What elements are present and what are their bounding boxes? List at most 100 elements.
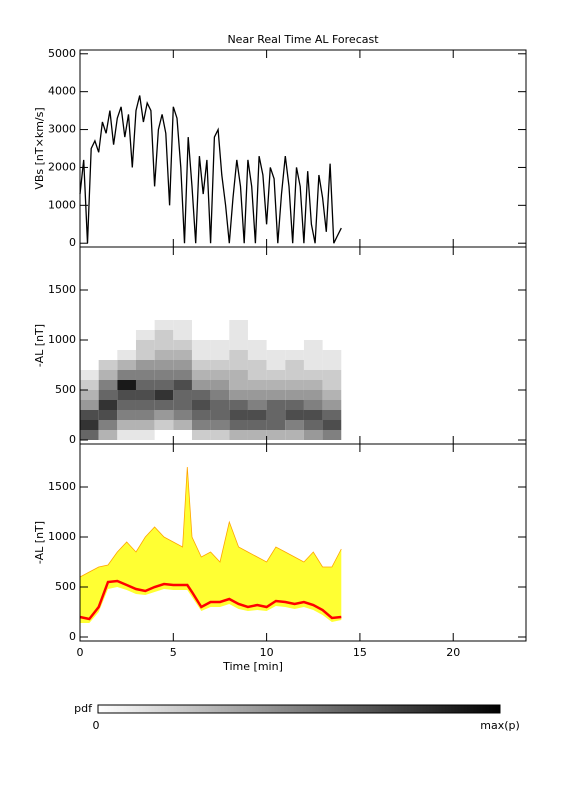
pdf-cell xyxy=(98,390,118,400)
x-axis-label: Time [min] xyxy=(222,660,283,673)
pdf-cell xyxy=(173,350,192,360)
y-tick-label: 500 xyxy=(55,383,76,396)
pdf-cell xyxy=(303,370,323,380)
pdf-cell xyxy=(247,420,267,430)
pdf-cell xyxy=(154,410,174,420)
pdf-cell xyxy=(135,390,155,400)
y-tick-label: 1000 xyxy=(48,333,76,346)
pdf-cell xyxy=(210,350,230,360)
pdf-cell xyxy=(135,380,155,390)
pdf-cell xyxy=(135,360,155,370)
pdf-cell xyxy=(135,430,155,440)
pdf-cell xyxy=(191,380,211,390)
median-line xyxy=(79,579,342,621)
pdf-cell xyxy=(154,370,174,380)
pdf-cell xyxy=(266,430,286,440)
pdf-cell xyxy=(266,400,286,410)
pdf-cell xyxy=(303,380,323,390)
pdf-cell xyxy=(173,340,192,350)
pdf-cell xyxy=(80,410,99,420)
pdf-cell xyxy=(135,410,155,420)
pdf-cell xyxy=(285,350,304,360)
pdf-cell xyxy=(191,340,211,350)
pdf-cell xyxy=(229,410,248,420)
pdf-cell xyxy=(303,420,323,430)
pdf-cell xyxy=(229,370,248,380)
pdf-cell xyxy=(303,390,323,400)
pdf-cell xyxy=(229,390,248,400)
pdf-cell xyxy=(117,360,136,370)
pdf-cell xyxy=(247,370,267,380)
pdf-cell xyxy=(303,350,323,360)
y-tick-label: 1000 xyxy=(48,198,76,211)
y-tick-label: 1500 xyxy=(48,480,76,493)
x-tick-label: 0 xyxy=(77,646,84,659)
pdf-cell xyxy=(117,380,136,390)
pdf-cell xyxy=(210,430,230,440)
colorbar-min: 0 xyxy=(93,719,100,732)
y-tick-label: 5000 xyxy=(48,47,76,60)
pdf-cell xyxy=(303,430,323,440)
y-axis-label: VBs [nT×km/s] xyxy=(33,107,46,189)
pdf-cell xyxy=(229,320,248,330)
pdf-cell xyxy=(173,360,192,370)
pdf-cell xyxy=(98,370,118,380)
pdf-cell xyxy=(80,380,99,390)
pdf-cell xyxy=(191,420,211,430)
pdf-cell xyxy=(229,430,248,440)
pdf-cell xyxy=(210,380,230,390)
y-tick-label: 3000 xyxy=(48,123,76,136)
pdf-cell xyxy=(285,360,304,370)
pdf-cell xyxy=(135,400,155,410)
pdf-cell xyxy=(191,350,211,360)
upper-line xyxy=(79,466,342,578)
y-tick-label: 0 xyxy=(69,433,76,446)
pdf-cell xyxy=(154,420,174,430)
pdf-cell xyxy=(154,400,174,410)
pdf-cell xyxy=(266,380,286,390)
pdf-cell xyxy=(322,360,342,370)
y-tick-label: 0 xyxy=(69,236,76,249)
pdf-cell xyxy=(285,410,304,420)
pdf-cell xyxy=(247,350,267,360)
y-tick-label: 2000 xyxy=(48,160,76,173)
pdf-cell xyxy=(322,400,342,410)
y-tick-label: 1000 xyxy=(48,530,76,543)
pdf-cell xyxy=(173,400,192,410)
pdf-cell xyxy=(266,410,286,420)
pdf-cell xyxy=(210,390,230,400)
x-tick-label: 10 xyxy=(260,646,274,659)
pdf-cell xyxy=(210,340,230,350)
data-line xyxy=(79,95,342,244)
pdf-cell xyxy=(247,400,267,410)
pdf-cell xyxy=(135,420,155,430)
pdf-cell xyxy=(303,340,323,350)
x-tick-label: 20 xyxy=(446,646,460,659)
pdf-cell xyxy=(80,390,99,400)
pdf-cell xyxy=(247,430,267,440)
pdf-cell xyxy=(285,400,304,410)
pdf-cell xyxy=(117,350,136,360)
pdf-cell xyxy=(229,380,248,390)
y-axis-label: -AL [nT] xyxy=(33,521,46,564)
pdf-cell xyxy=(191,400,211,410)
pdf-cell xyxy=(210,420,230,430)
pdf-cell xyxy=(80,400,99,410)
pdf-cell xyxy=(247,340,267,350)
pdf-cell xyxy=(322,350,342,360)
pdf-cell xyxy=(135,330,155,340)
pdf-cell xyxy=(247,380,267,390)
pdf-cell xyxy=(285,420,304,430)
pdf-cell xyxy=(229,400,248,410)
pdf-cell xyxy=(229,360,248,370)
pdf-cell xyxy=(154,330,174,340)
pdf-cell xyxy=(266,370,286,380)
pdf-cell xyxy=(98,430,118,440)
pdf-cell xyxy=(266,420,286,430)
pdf-cell xyxy=(191,370,211,380)
axis-frame xyxy=(79,49,527,248)
pdf-cell xyxy=(117,400,136,410)
pdf-cell xyxy=(98,410,118,420)
pdf-cell xyxy=(303,400,323,410)
